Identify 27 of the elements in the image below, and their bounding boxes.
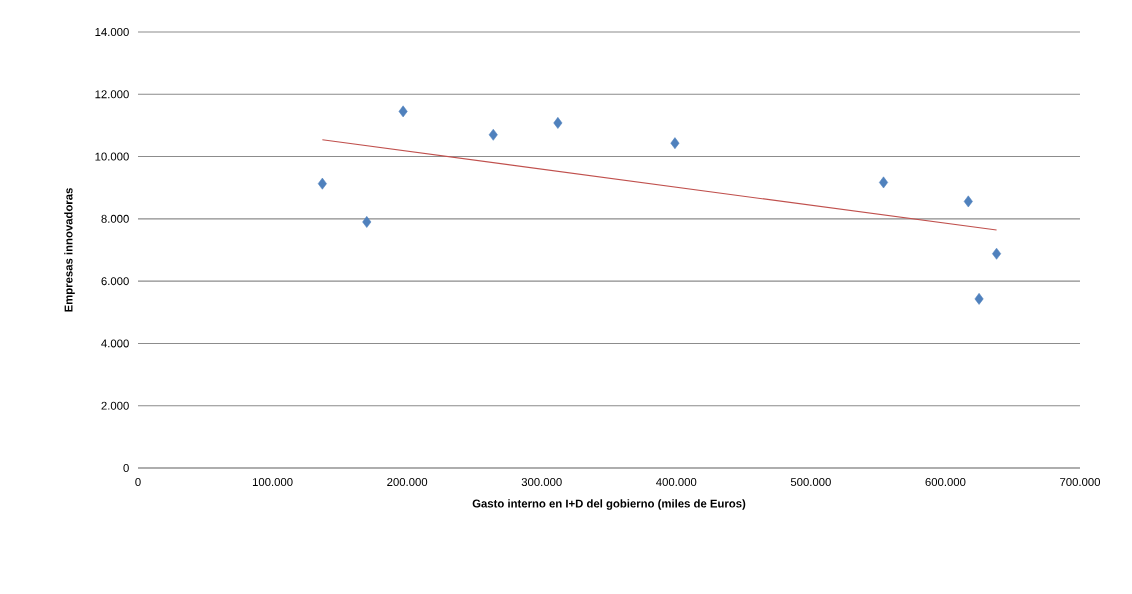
point [553,117,563,129]
x-tick-label: 600.000 [925,478,966,487]
point [488,128,498,141]
point [992,247,1002,260]
point [362,216,372,228]
point [670,137,680,150]
x-tick-label: 0 [135,478,141,487]
point [963,195,973,208]
x-tick-label: 700.000 [1060,478,1101,487]
y-tick-label: 4.000 [101,339,129,348]
x-tick-label: 300.000 [521,478,562,487]
point [974,293,984,305]
point [317,177,327,190]
point [398,105,408,118]
y-tick-label: 2.000 [101,401,129,410]
y-tick-label: 0 [123,464,129,473]
y-tick-label: 12.000 [95,90,129,99]
y-tick-label: 14.000 [95,28,129,36]
x-tick-label: 500.000 [790,478,831,487]
y-tick-label: 10.000 [95,152,129,161]
x-tick-label: 200.000 [387,478,428,487]
x-tick-label: 100.000 [252,478,293,487]
y-axis-title: Empresas innovadoras [64,188,75,312]
x-tick-label: 400.000 [656,478,697,487]
y-tick-label: 8.000 [101,214,129,223]
x-axis-title: Gasto interno en I+D del gobierno (miles de Euros) [472,499,746,510]
y-tick-label: 6.000 [101,277,129,286]
